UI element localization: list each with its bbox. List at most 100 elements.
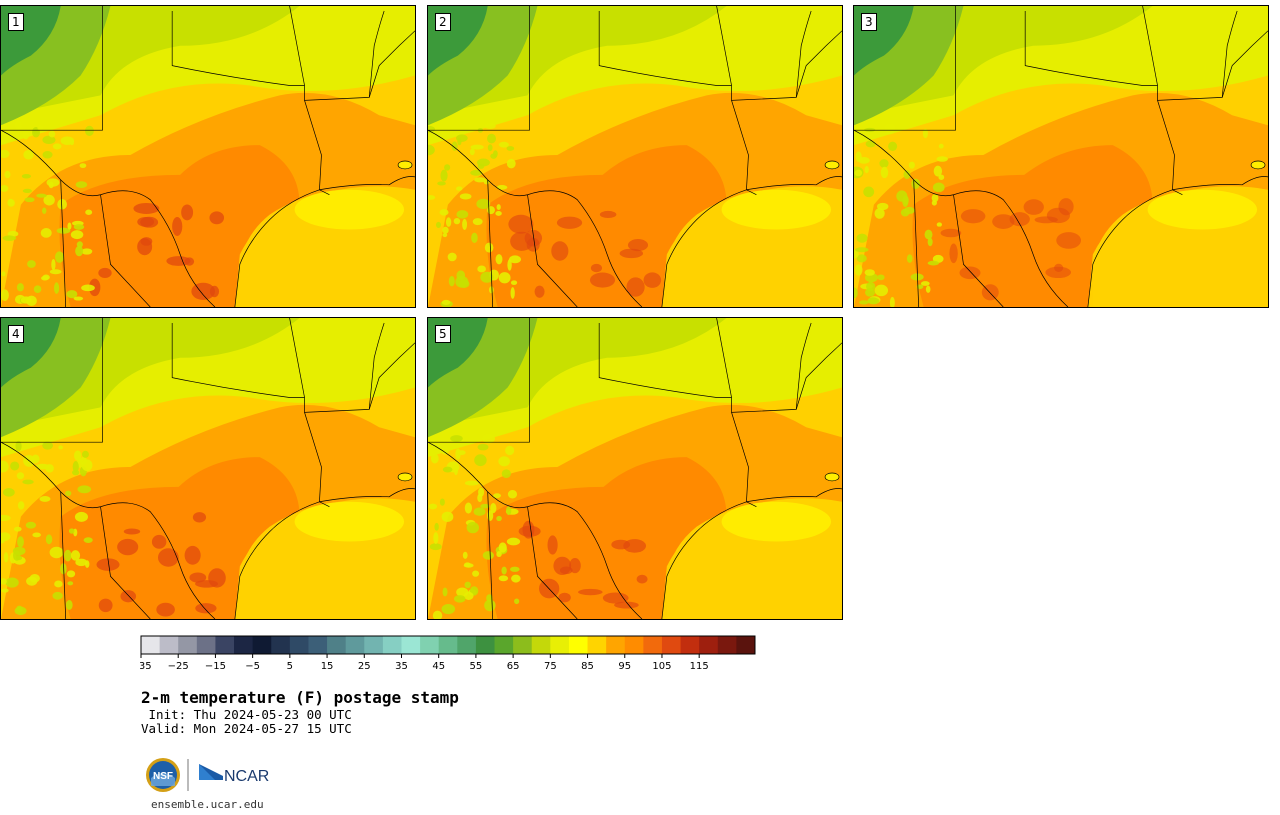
terrain-speckle	[927, 237, 933, 247]
state-border	[598, 10, 732, 86]
colorbar-tick-label: −35	[140, 661, 152, 672]
terrain-speckle	[25, 521, 37, 529]
terrain-speckle	[884, 123, 896, 135]
terrain-speckle	[874, 208, 885, 219]
terrain-speckle	[482, 551, 494, 560]
state-border	[304, 412, 330, 508]
terrain-speckle	[45, 534, 53, 545]
terrain-speckle	[496, 551, 502, 558]
hot-spot	[534, 285, 545, 298]
terrain-speckle	[931, 193, 939, 203]
hot-spot	[195, 580, 219, 588]
terrain-speckle	[496, 185, 508, 190]
colorbar-swatch	[661, 636, 682, 654]
terrain-speckle	[456, 210, 469, 219]
colorbar-tick-label: 65	[507, 661, 520, 672]
terrain-speckle	[484, 122, 496, 130]
terrain-speckle	[880, 166, 889, 179]
state-border	[913, 179, 920, 307]
terrain-speckle	[23, 150, 34, 160]
terrain-speckle	[428, 503, 438, 510]
colorbar-swatch	[364, 636, 384, 654]
terrain-speckle	[462, 551, 468, 559]
hot-spot	[626, 277, 645, 297]
terrain-speckle	[495, 254, 503, 265]
terrain-speckle	[441, 299, 451, 305]
terrain-speckle	[54, 580, 63, 588]
colorbar-swatch	[382, 636, 402, 654]
terrain-speckle	[1, 289, 9, 301]
terrain-speckle	[865, 140, 876, 148]
temperature-map	[428, 6, 842, 307]
country-border	[428, 129, 643, 307]
terrain-speckle	[1, 578, 7, 585]
map-panel-3: 3	[853, 5, 1269, 308]
map-panel-4: 4	[0, 317, 416, 620]
terrain-speckle	[433, 532, 439, 544]
hot-spot	[627, 239, 649, 252]
hot-spot	[558, 592, 571, 603]
hot-spot	[151, 534, 167, 549]
terrain-speckle	[867, 297, 878, 305]
terrain-speckle	[442, 466, 453, 473]
colorbar-swatch	[196, 636, 216, 654]
terrain-speckle	[874, 284, 889, 297]
hot-spot	[619, 248, 644, 259]
terrain-speckle	[514, 598, 520, 605]
init-time: Init: Thu 2024-05-23 00 UTC	[141, 707, 352, 722]
gulf-warm-core	[721, 189, 832, 230]
terrain-speckle	[432, 610, 443, 619]
hot-region	[59, 457, 300, 619]
state-border	[598, 322, 732, 398]
hot-region	[912, 145, 1153, 307]
temperature-map	[1, 318, 415, 619]
terrain-speckle	[52, 143, 62, 150]
colorbar-swatch	[624, 636, 644, 654]
terrain-speckle	[453, 465, 459, 476]
colorbar-frame	[140, 635, 756, 655]
terrain-speckle	[442, 587, 448, 597]
state-border	[527, 194, 578, 307]
terrain-speckle	[55, 251, 64, 263]
terrain-speckle	[456, 186, 463, 191]
terrain-speckle	[15, 440, 22, 452]
terrain-speckle	[856, 233, 868, 243]
colorbar-tick-label: 35	[395, 661, 408, 672]
colorbar-swatch	[587, 636, 607, 654]
terrain-speckle	[81, 284, 95, 292]
terrain-speckle	[507, 490, 518, 499]
terrain-speckle	[84, 560, 90, 568]
hot-spot	[133, 202, 160, 214]
terrain-speckle	[496, 515, 502, 522]
colorbar-swatch	[234, 636, 254, 654]
terrain-speckle	[75, 558, 88, 567]
temperature-map	[428, 318, 842, 619]
country-border	[1, 129, 216, 307]
terrain-speckle	[32, 128, 40, 135]
terrain-speckle	[54, 282, 60, 294]
terrain-speckle	[16, 555, 23, 561]
terrain-speckle	[85, 125, 94, 136]
terrain-speckle	[64, 549, 72, 562]
colorbar-swatch	[494, 636, 514, 654]
terrain-speckle	[505, 506, 512, 516]
terrain-speckle	[43, 194, 55, 206]
state-border	[716, 6, 842, 101]
country-border	[854, 129, 1069, 307]
member-label: 5	[435, 325, 451, 343]
terrain-speckle	[35, 463, 50, 470]
terrain-speckle	[925, 285, 931, 293]
terrain-speckle	[445, 217, 452, 227]
terrain-speckle	[462, 218, 468, 230]
terrain-speckle	[498, 272, 511, 284]
terrain-speckle	[85, 209, 93, 215]
state-border	[1157, 100, 1183, 196]
lake	[397, 160, 413, 170]
hot-spot	[508, 214, 534, 234]
colorbar-tick-label: 95	[618, 661, 631, 672]
map-panel-2: 2	[427, 5, 843, 308]
terrain-speckle	[81, 248, 93, 255]
terrain-speckle	[77, 485, 92, 494]
hot-spot	[140, 216, 159, 228]
nsf-ncar-logo: NSF NCAR	[146, 758, 269, 792]
